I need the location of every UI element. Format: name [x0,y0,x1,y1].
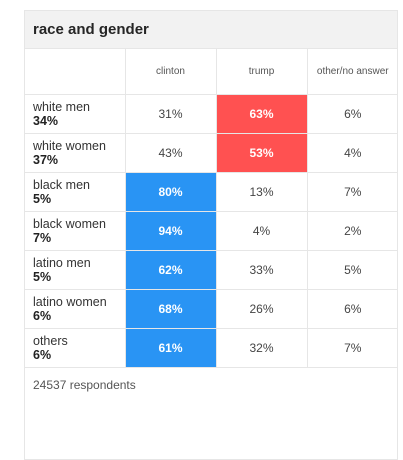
trump-value: 33% [215,250,307,290]
clinton-value: 31% [124,94,216,134]
row-label: black men 5% [25,172,125,212]
table-row: others 6% 61% 32% 7% [25,328,398,368]
group-name: black women [33,217,106,231]
column-header-clinton: clinton [124,49,216,95]
other-value: 5% [306,250,398,290]
trump-value: 63% [215,94,307,134]
table-row: latino women 6% 68% 26% 6% [25,289,398,329]
clinton-value: 80% [124,172,216,212]
group-name: others [33,334,68,348]
group-share: 34% [33,114,59,128]
trump-value: 26% [215,289,307,329]
row-label: white women 37% [25,133,125,173]
other-value: 4% [306,133,398,173]
clinton-value: 43% [124,133,216,173]
group-name: black men [33,178,90,192]
other-value: 6% [306,289,398,329]
row-label: white men 34% [25,94,125,134]
trump-value: 13% [215,172,307,212]
respondents-count: 24537 respondents [33,378,136,392]
other-value: 6% [306,94,398,134]
column-header-trump: trump [215,49,307,95]
other-value: 7% [306,172,398,212]
group-name: latino men [33,256,91,270]
card-title: race and gender [33,21,149,38]
exit-poll-card: race and gender clinton trump other/no a… [24,10,398,460]
row-label: others 6% [25,328,125,368]
table-row: white men 34% 31% 63% 6% [25,94,398,134]
trump-value: 53% [215,133,307,173]
card-header: race and gender [25,11,397,49]
group-name: white women [33,139,106,153]
column-header-other: other/no answer [306,49,398,95]
table-row: latino men 5% 62% 33% 5% [25,250,398,290]
other-value: 2% [306,211,398,251]
other-value: 7% [306,328,398,368]
table-row: black women 7% 94% 4% 2% [25,211,398,251]
header-empty [25,49,125,95]
clinton-value: 62% [124,250,216,290]
results-table: clinton trump other/no answer white men … [25,49,398,368]
group-name: white men [33,100,90,114]
table-row: black men 5% 80% 13% 7% [25,172,398,212]
table-header-row: clinton trump other/no answer [25,49,398,95]
group-share: 6% [33,309,52,323]
group-share: 5% [33,270,52,284]
table-row: white women 37% 43% 53% 4% [25,133,398,173]
row-label: latino women 6% [25,289,125,329]
group-share: 5% [33,192,52,206]
row-label: latino men 5% [25,250,125,290]
clinton-value: 61% [124,328,216,368]
group-share: 37% [33,153,59,167]
clinton-value: 94% [124,211,216,251]
trump-value: 32% [215,328,307,368]
group-share: 7% [33,231,52,245]
group-share: 6% [33,348,52,362]
trump-value: 4% [215,211,307,251]
group-name: latino women [33,295,107,309]
row-label: black women 7% [25,211,125,251]
clinton-value: 68% [124,289,216,329]
